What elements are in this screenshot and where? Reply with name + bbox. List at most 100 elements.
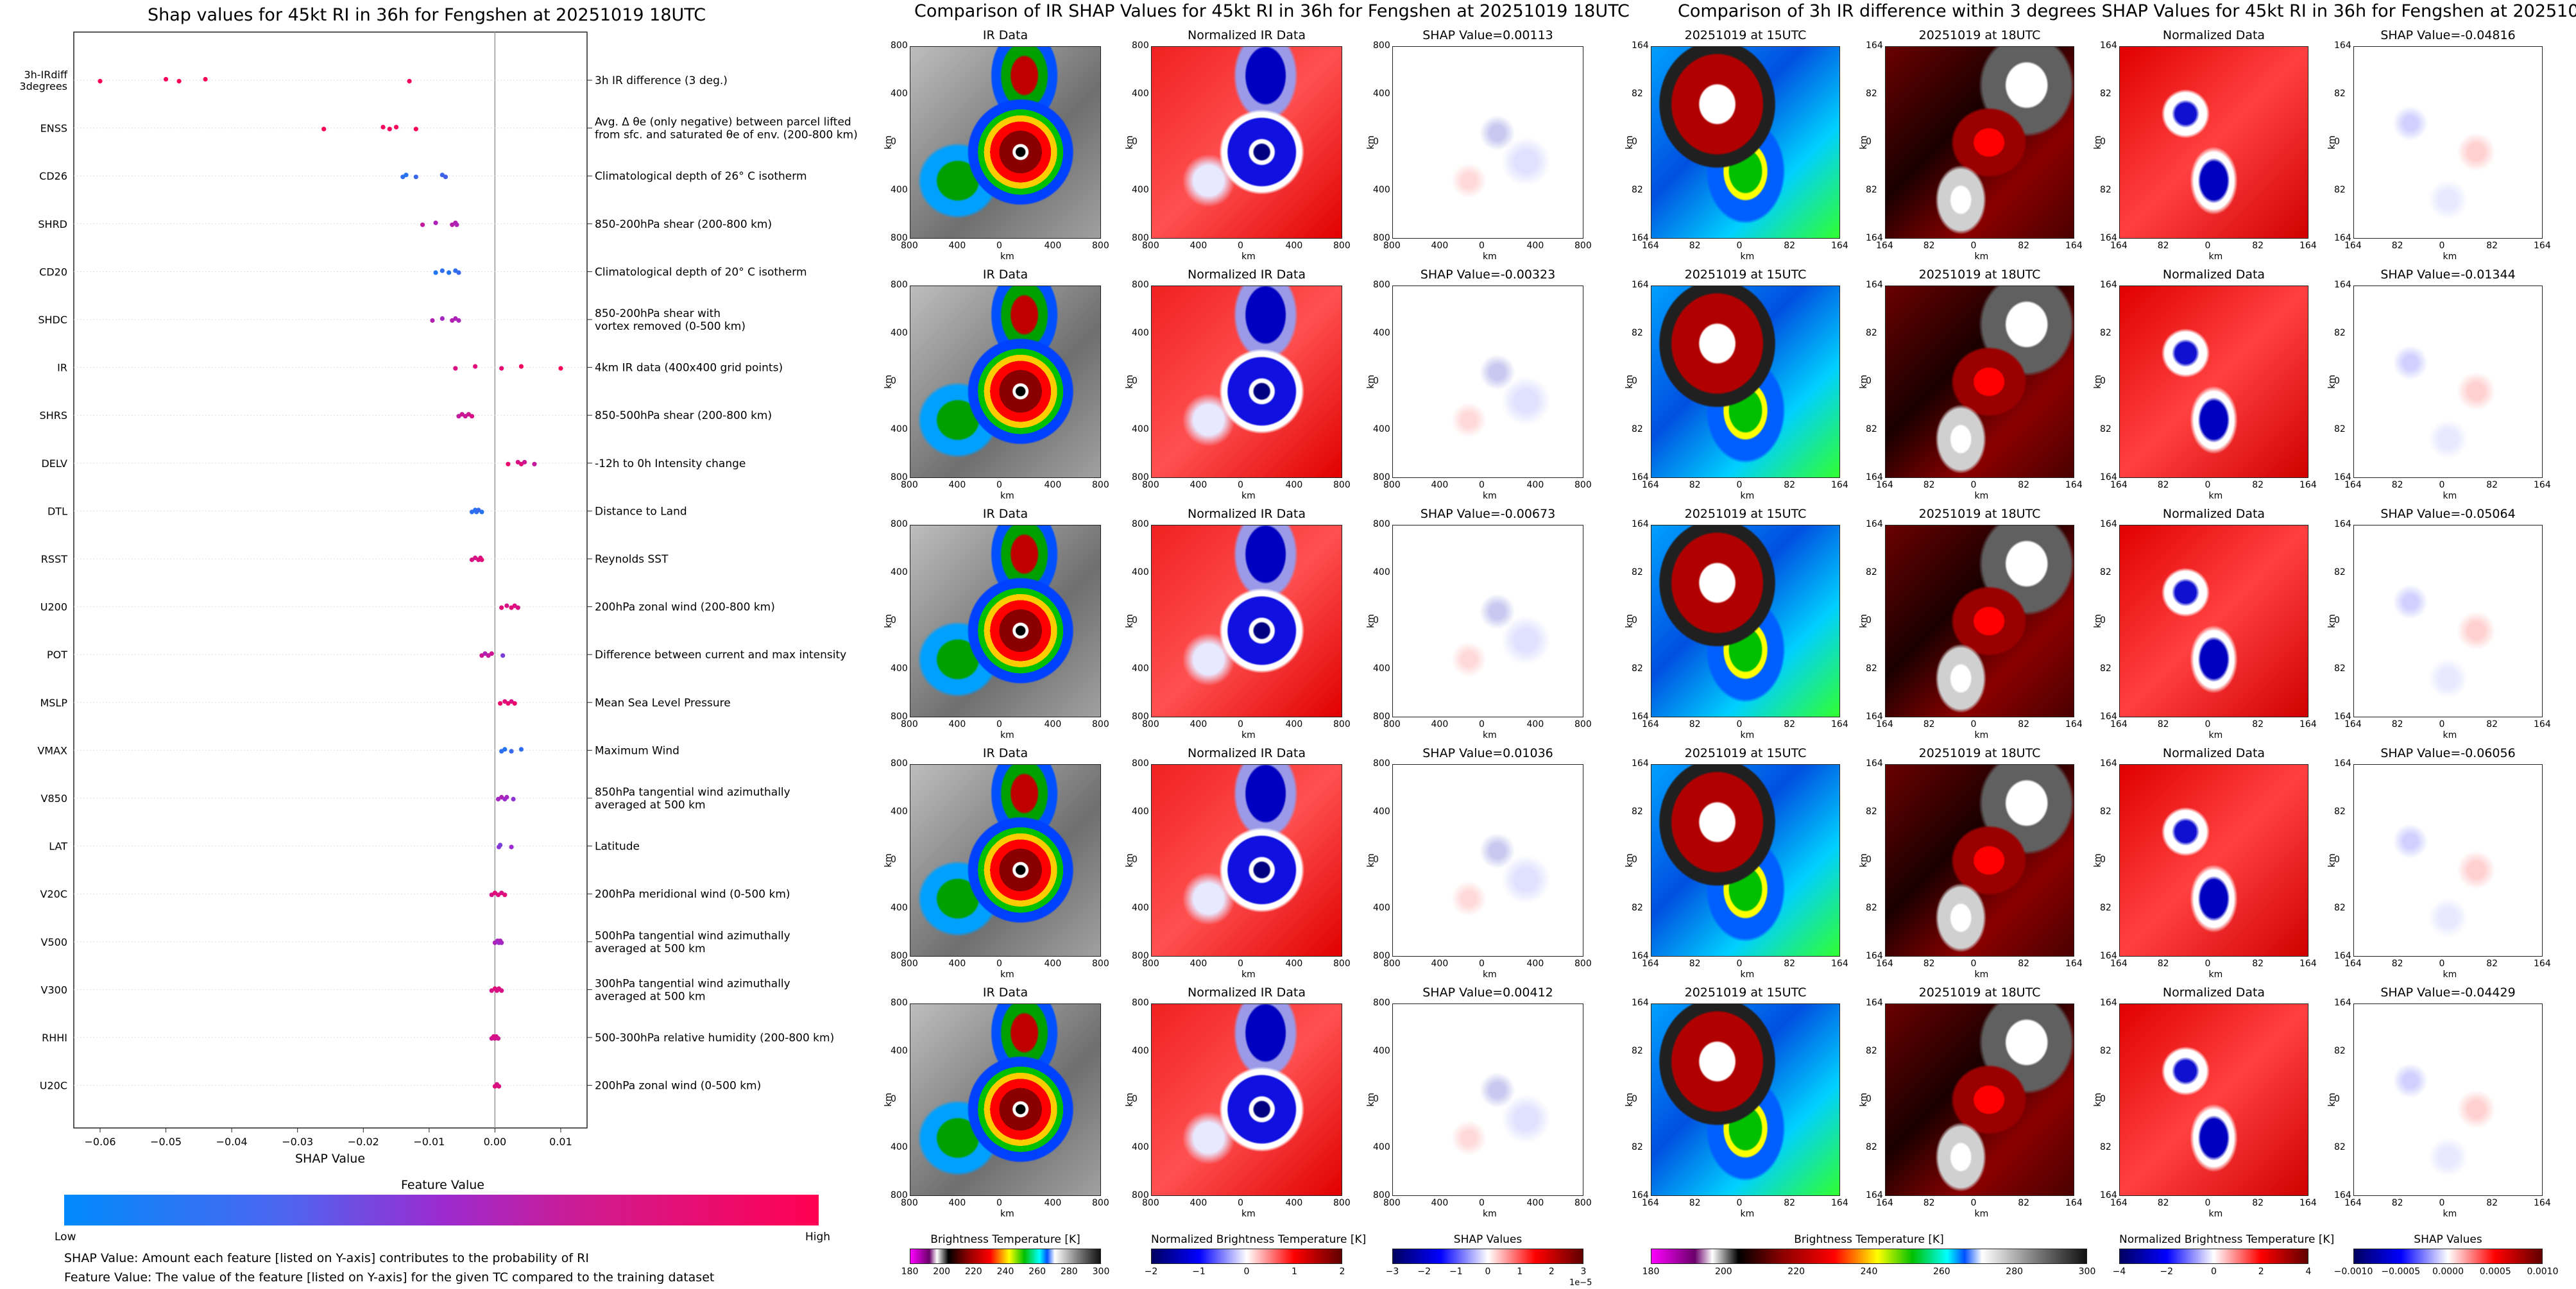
feature-description: 200hPa meridional wind (0-500 km) [595,888,790,901]
panel-xtick: 800 [1574,959,1592,969]
panel-xtick: 400 [1526,719,1544,730]
feature-description: 850-200hPa shear (200-800 km) [595,218,772,231]
panel-xtick: 82 [1689,480,1701,490]
panel-ytick: 800 [1132,233,1149,243]
panel-xtick: 82 [1923,1198,1935,1208]
colorbar-tick: 1 [1517,1267,1523,1277]
panel-xtick: 0 [2205,959,2211,969]
colorbar-title: Brightness Temperature [K] [1794,1233,1944,1246]
panel-ytick: 164 [2334,233,2351,243]
panel-ytick: 164 [2334,1190,2351,1200]
panel-xlabel: km [1974,1209,1989,1219]
panel-ytick: 82 [1866,1142,1877,1152]
shap-point [502,747,508,752]
feature-label: 3h-IRdiff [24,69,68,81]
shap-point [407,78,412,84]
panel-xtick: 800 [1142,241,1159,251]
panel-xtick: 400 [1431,959,1449,969]
panel-xtick: 0 [1736,480,1743,490]
panel-ytick: 82 [2334,663,2346,674]
panel-xtick: 164 [1876,959,1893,969]
panel-xtick: 400 [1044,241,1062,251]
panel-xtick: 164 [1831,1198,1848,1208]
panel-xtick: 400 [1431,1198,1449,1208]
panel-xtick: 800 [1333,480,1351,490]
ir-shap-panel [1392,286,1583,478]
panel-ytick: 400 [1132,1142,1149,1152]
panel-ytick: 82 [1866,89,1877,99]
panel-xtick: 400 [1190,241,1207,251]
ir-shap-panel [1392,1003,1583,1196]
panel-ytick: 400 [891,663,908,674]
colorbar-tick: 2 [1339,1267,1345,1277]
feature-description: 200hPa zonal wind (0-500 km) [595,1080,761,1093]
panel-title: 20251019 at 18UTC [1918,268,2041,282]
normalized-diff-panel [2119,1003,2308,1196]
panel-xtick: 400 [1526,1198,1544,1208]
panel-ytick: 800 [1132,951,1149,961]
panel-xtick: 164 [2110,480,2128,490]
x-tick-label: −0.06 [85,1136,116,1148]
panel-ytick: 0 [1866,855,1872,865]
feature-description: Maximum Wind [595,744,679,757]
panel-xtick: 164 [1642,241,1659,251]
panel-xtick: 164 [1642,959,1659,969]
panel-ytick: 800 [1132,519,1149,529]
panel-xtick: 82 [1784,480,1796,490]
panel-xtick: 82 [1784,959,1796,969]
panel-ytick: 400 [891,89,908,99]
panel-xtick: 164 [2110,959,2128,969]
panel-xtick: 800 [1383,959,1401,969]
panel-xtick: 82 [2018,959,2030,969]
panel-title: 20251019 at 18UTC [1918,986,2041,1000]
shap-panel-title: SHAP Value=-0.00673 [1420,507,1556,521]
panel-xtick: 82 [1784,241,1796,251]
diff-shap-panel [2353,286,2543,478]
panel-ytick: 82 [1632,567,1643,577]
panel-xtick: 800 [1092,1198,1109,1208]
shap-point [502,892,508,898]
panel-xtick: 0 [1736,1198,1743,1208]
panel-xlabel: km [2208,252,2223,262]
shap-point [456,270,461,275]
panel-ytick: 82 [2334,424,2346,434]
normalized-ir-panel [1151,1003,1342,1196]
panel-ytick: 164 [2100,712,2117,722]
panel-xtick: 0 [1970,480,1977,490]
shap-point [496,1084,502,1089]
shap-point [499,605,504,610]
shap-point [321,126,327,132]
panel-xlabel: km [1241,1209,1256,1219]
panel-xtick: 400 [948,480,966,490]
panel-ytick: 164 [2100,998,2117,1008]
panel-xtick: 164 [2110,241,2128,251]
panel-xtick: 164 [1642,480,1659,490]
feature-description: Latitude [595,841,640,853]
shap-point [512,701,517,706]
panel-ytick: 164 [2100,280,2117,290]
panel-ytick: 0 [1132,137,1138,147]
panel-xtick: 82 [2157,959,2169,969]
panel-xtick: 82 [2252,480,2264,490]
panel-ytick: 400 [891,424,908,434]
panel-xtick: 82 [2391,959,2403,969]
panel-xtick: 0 [1238,719,1243,730]
colorbar-tick: 0 [1243,1267,1250,1277]
panel-ytick: 82 [2334,328,2346,338]
panel-ytick: 0 [1373,137,1379,147]
shap-point [453,366,458,371]
shap-point [420,222,425,227]
colorbar-tick: 0 [1485,1267,1491,1277]
panel-xtick: 164 [2065,241,2083,251]
diff-shap-panel [2353,1003,2543,1196]
panel-ytick: 800 [1373,951,1390,961]
panel-ytick: 82 [2100,89,2111,99]
panel-ytick: 800 [1373,280,1390,290]
ir-data-panel [910,525,1101,717]
shap-point [413,126,418,132]
panel-xtick: 800 [1383,241,1401,251]
colorbar-tick: 0.0000 [2432,1267,2464,1277]
panel-xtick: 800 [1092,719,1109,730]
feature-description: Climatological depth of 26° C isotherm [595,170,807,183]
panel-ytick: 164 [1866,472,1883,482]
